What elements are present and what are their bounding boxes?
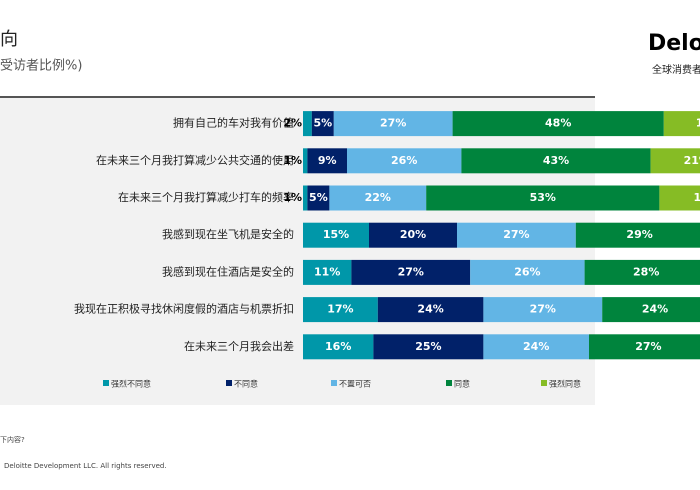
value-label: 27% <box>635 340 661 353</box>
category-label: 我感到现在住酒店是安全的 <box>162 264 294 278</box>
legend-swatch <box>103 380 109 386</box>
category-label: 我现在正积极寻找休闲度假的酒店与机票折扣 <box>74 302 294 316</box>
logo-sub: 全球消费者 <box>652 63 700 76</box>
bar-segment <box>303 334 374 360</box>
category-label: 我感到现在坐飞机是安全的 <box>162 227 294 241</box>
bar-segment <box>303 222 369 248</box>
bar-segment <box>584 259 700 285</box>
value-label: 27% <box>503 228 529 241</box>
bar-segment <box>311 111 334 137</box>
legend-label: 不同意 <box>234 379 258 389</box>
legend-swatch <box>226 380 232 386</box>
value-label: 24% <box>417 303 443 316</box>
bar-segment <box>303 185 308 211</box>
legend-swatch <box>541 380 547 386</box>
bar-segment <box>452 111 664 137</box>
value-label: 9% <box>318 154 337 167</box>
bar-segment <box>483 334 589 360</box>
bar-segment <box>589 334 700 360</box>
bar-segment <box>663 111 700 137</box>
bar-segment <box>303 111 312 137</box>
bar-segment <box>303 148 308 174</box>
bar-segment <box>575 222 700 248</box>
category-label: 在未来三个月我打算减少打车的频率 <box>118 190 294 204</box>
value-label: 2% <box>283 117 302 130</box>
category-label: 拥有自己的车对我有价值 <box>173 116 294 130</box>
value-label: 24% <box>523 340 549 353</box>
legend-label: 强烈同意 <box>549 379 581 389</box>
bar-segment <box>333 111 453 137</box>
value-label: 1% <box>283 154 302 167</box>
bar-segment <box>650 148 700 174</box>
bar-segment <box>461 148 651 174</box>
bar-segment <box>307 148 347 174</box>
category-label: 在未来三个月我打算减少公共交通的使用 <box>96 153 294 167</box>
legend-swatch <box>446 380 452 386</box>
bar-segment <box>457 222 576 248</box>
value-label: 26% <box>514 265 540 278</box>
value-label: 29% <box>626 228 652 241</box>
legend-label: 同意 <box>454 379 470 389</box>
bar-segment <box>426 185 660 211</box>
bar-segment <box>602 297 700 323</box>
value-label: 22% <box>365 191 391 204</box>
value-label: 26% <box>391 154 417 167</box>
subtitle: 受访者比例%) <box>0 59 82 74</box>
value-label: 27% <box>380 117 406 130</box>
legend-label: 强烈不同意 <box>111 379 151 389</box>
bar-segment <box>351 259 471 285</box>
value-label: 16% <box>325 340 351 353</box>
value-label: 21% <box>684 154 700 167</box>
value-label: 1% <box>283 191 302 204</box>
bar-segment <box>307 185 330 211</box>
bar-segment <box>347 148 462 174</box>
bar-segment <box>483 297 603 323</box>
value-label: 18 <box>696 117 700 130</box>
bar-segment <box>470 259 585 285</box>
legend-swatch <box>331 380 337 386</box>
value-label: 5% <box>313 117 332 130</box>
value-label: 25% <box>415 340 441 353</box>
value-label: 24% <box>642 303 668 316</box>
bar-segment <box>303 259 352 285</box>
value-label: 11% <box>314 265 340 278</box>
bar-segment <box>659 185 700 211</box>
value-label: 53% <box>530 191 556 204</box>
footer-copyright: Deloitte Development LLC. All rights res… <box>4 462 167 470</box>
value-label: 20% <box>400 228 426 241</box>
value-label: 28% <box>633 265 659 278</box>
bar-segment <box>303 297 378 323</box>
bar-segment <box>369 222 457 248</box>
value-label: 17% <box>327 303 353 316</box>
bar-segment <box>377 297 484 323</box>
bar-segment <box>373 334 484 360</box>
category-label: 在未来三个月我会出差 <box>184 339 294 353</box>
legend-label: 不置可否 <box>339 380 371 389</box>
value-label: 48% <box>545 117 571 130</box>
logo: Delo <box>648 31 700 56</box>
title: 向 <box>0 29 18 50</box>
value-label: 5% <box>309 191 328 204</box>
value-label: 27% <box>398 265 424 278</box>
value-label: 27% <box>530 303 556 316</box>
footer-question: 下内容? <box>0 435 25 444</box>
value-label: 43% <box>543 154 569 167</box>
value-label: 19 <box>694 191 700 204</box>
value-label: 15% <box>323 228 349 241</box>
bar-segment <box>329 185 427 211</box>
